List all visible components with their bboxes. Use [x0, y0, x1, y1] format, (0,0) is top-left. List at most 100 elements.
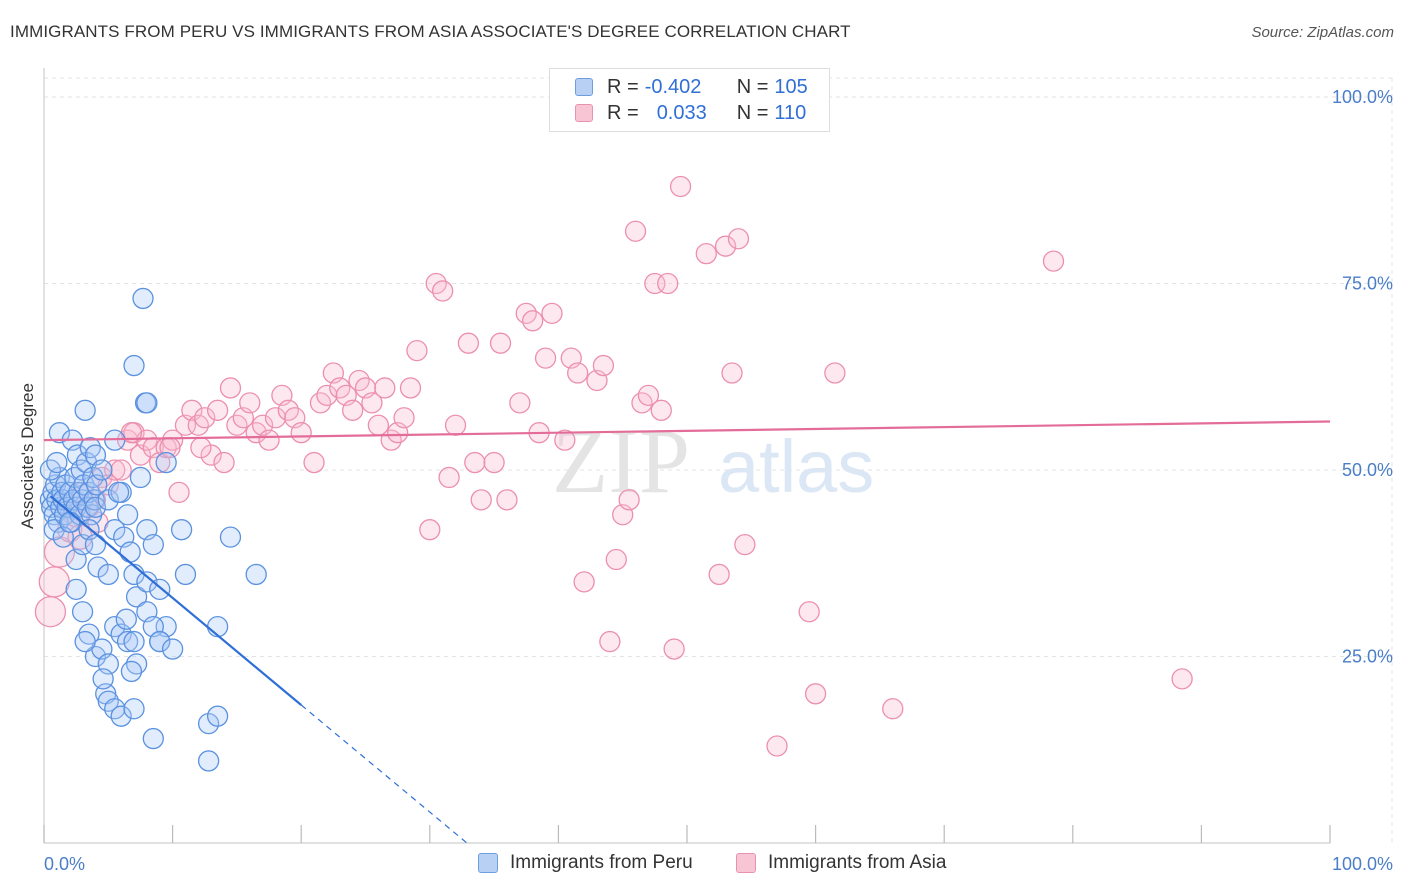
legend-item-peru: Immigrants from Peru — [478, 852, 693, 874]
peru-point-56 — [142, 533, 164, 556]
peru-point-89 — [170, 519, 193, 541]
asia-point-31 — [239, 392, 261, 414]
chart-title: IMMIGRANTS FROM PERU VS IMMIGRANTS FROM … — [10, 22, 851, 41]
y-axis-label: Associate's Degree — [18, 383, 37, 529]
peru-point-57 — [84, 533, 107, 556]
legend-n-value-peru: 105 — [774, 75, 808, 98]
asia-point-10 — [104, 459, 126, 481]
asia-point-64 — [470, 489, 492, 511]
asia-point-96 — [727, 228, 750, 250]
asia-point-2 — [43, 536, 76, 568]
axes — [43, 68, 1331, 844]
asia-point-81 — [605, 548, 627, 571]
peru-point-102 — [120, 660, 143, 683]
y-tick-label-1: 50.0% — [1342, 460, 1393, 480]
y-tick-label-2: 75.0% — [1342, 274, 1393, 294]
asia-point-67 — [496, 489, 518, 511]
asia-point-90 — [663, 638, 685, 660]
asia-point-73 — [541, 302, 563, 324]
asia-point-102 — [882, 698, 904, 720]
asia-point-1 — [38, 566, 70, 598]
source-label: Source: ZipAtlas.com — [1251, 24, 1394, 41]
asia-point-24 — [194, 407, 216, 429]
peru-point-98 — [149, 630, 171, 653]
asia-trend-line — [43, 420, 1331, 442]
y-tick-label-3: 100.0% — [1332, 87, 1393, 107]
peru-trend-line — [49, 495, 302, 706]
peru-point-91 — [219, 526, 242, 548]
peru-point-90 — [174, 563, 197, 586]
peru-point-96 — [132, 287, 154, 310]
asia-point-70 — [522, 310, 544, 332]
asia-point-92 — [695, 243, 717, 265]
legend-r-label-peru: R = — [607, 75, 639, 98]
asia-point-99 — [798, 601, 820, 623]
peru-point-41 — [59, 511, 81, 533]
asia-point-89 — [657, 272, 679, 295]
asia-point-84 — [624, 220, 647, 242]
asia-point-56 — [406, 339, 428, 362]
peru-point-74 — [123, 630, 145, 653]
peru-point-45 — [84, 496, 107, 518]
asia-point-66 — [489, 332, 512, 354]
asia-point-94 — [714, 235, 737, 257]
peru-point-85 — [197, 750, 220, 772]
legend-swatch-peru — [575, 78, 593, 96]
asia-point-100 — [804, 683, 827, 705]
asia-point-20 — [168, 481, 190, 504]
asia-point-40 — [303, 451, 325, 474]
asia-point-101 — [824, 362, 846, 384]
peru-point-101 — [107, 481, 130, 504]
asia-point-72 — [534, 347, 557, 369]
asia-point-49 — [361, 392, 383, 414]
asia-point-59 — [432, 280, 454, 302]
asia-point-103 — [1042, 250, 1065, 272]
asia-point-34 — [258, 429, 280, 451]
peru-point-66 — [71, 601, 94, 623]
asia-point-61 — [444, 414, 467, 436]
trend-lines — [43, 420, 1331, 845]
legend-n-label-peru: N = — [736, 75, 769, 98]
peru-point-50 — [116, 504, 139, 526]
peru-point-103 — [92, 668, 114, 690]
peru-point-53 — [119, 541, 141, 563]
peru-point-86 — [197, 712, 220, 735]
series-peru-points — [39, 287, 267, 772]
asia-point-27 — [213, 451, 235, 474]
asia-point-51 — [374, 377, 396, 399]
legend-r-value-asia: 0.033 — [656, 101, 707, 124]
legend-swatch-asia — [575, 104, 593, 122]
asia-point-86 — [637, 384, 660, 407]
peru-point-65 — [65, 578, 87, 601]
asia-point-55 — [399, 377, 422, 399]
legend-n-label-asia: N = — [736, 101, 769, 124]
peru-point-92 — [245, 563, 267, 586]
peru-point-12 — [46, 451, 68, 474]
asia-point-11 — [110, 459, 132, 481]
asia-point-83 — [618, 489, 640, 511]
legend-label-peru: Immigrants from Peru — [510, 852, 693, 873]
asia-point-35 — [264, 407, 287, 429]
peru-point-95 — [136, 392, 158, 414]
peru-point-83 — [123, 698, 145, 720]
peru-point-97 — [155, 451, 177, 474]
peru-point-51 — [104, 519, 126, 541]
x-tick-label-min: 0.0% — [44, 854, 85, 874]
peru-point-13 — [48, 422, 71, 444]
asia-point-104 — [1171, 668, 1193, 690]
asia-point-0 — [34, 596, 67, 628]
peru-point-88 — [206, 616, 229, 638]
x-tick-label-max: 100.0% — [1332, 854, 1393, 874]
legend-item-asia: Immigrants from Asia — [736, 852, 946, 874]
peru-point-46 — [91, 459, 113, 481]
asia-point-91 — [669, 175, 692, 198]
peru-point-73 — [116, 630, 139, 653]
watermark: ZIP atlas — [552, 410, 874, 512]
legend-r-value-peru: -0.402 — [644, 75, 702, 98]
asia-point-46 — [341, 399, 364, 421]
asia-point-60 — [438, 466, 460, 489]
asia-point-26 — [206, 399, 229, 421]
watermark-atlas: atlas — [718, 425, 874, 508]
peru-point-100 — [115, 608, 137, 630]
asia-point-54 — [393, 407, 415, 429]
